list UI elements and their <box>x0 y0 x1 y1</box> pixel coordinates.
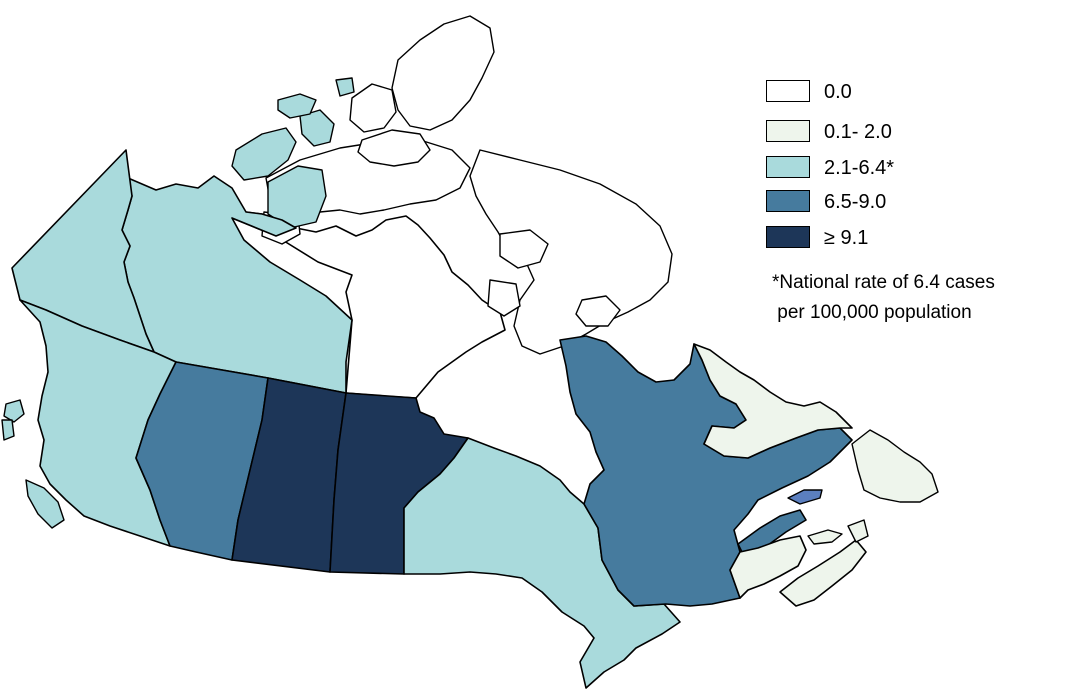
legend-label: 0.0 <box>824 81 852 103</box>
note-line-1: *National rate of 6.4 cases <box>772 272 995 293</box>
region-nunavut-island[interactable] <box>487 279 521 317</box>
region-nunavut-island[interactable] <box>575 295 621 327</box>
region-northwest-territories-island[interactable] <box>335 77 355 97</box>
region-prince-edward-island[interactable] <box>807 529 843 545</box>
region-nunavut-island[interactable] <box>357 129 431 167</box>
legend-item: 2.1-6.4* <box>766 156 1026 182</box>
region-northwest-territories-island[interactable] <box>277 93 317 119</box>
region-british-columbia-island[interactable] <box>3 399 25 423</box>
region-newfoundland-island[interactable] <box>851 429 939 503</box>
legend-label: 2.1-6.4* <box>824 157 895 179</box>
region-newfoundland-and-labrador[interactable] <box>693 343 853 459</box>
legend-swatch <box>766 80 810 102</box>
region-british-columbia[interactable] <box>19 299 177 547</box>
region-nunavut-island[interactable] <box>499 229 549 269</box>
region-ontario[interactable] <box>403 437 681 689</box>
legend-label: 0.1- 2.0 <box>824 121 892 143</box>
legend-swatch <box>766 190 810 212</box>
region-nunavut-island[interactable] <box>349 83 397 133</box>
legend-label: 6.5-9.0 <box>824 191 887 213</box>
legend-item: ≥ 9.1 <box>766 226 1026 252</box>
legend-swatch <box>766 156 810 178</box>
legend-swatch <box>766 120 810 142</box>
region-british-columbia-island[interactable] <box>25 479 65 529</box>
region-british-columbia-island[interactable] <box>1 419 15 441</box>
legend-item: 0.1- 2.0 <box>766 120 1026 146</box>
legend-swatch <box>766 226 810 248</box>
region-northwest-territories-island[interactable] <box>231 127 297 181</box>
region-northwest-territories-island[interactable] <box>299 109 335 147</box>
legend-item: 6.5-9.0 <box>766 190 1026 216</box>
region-nunavut-island[interactable] <box>391 15 495 131</box>
note-line-2: per 100,000 population <box>772 302 972 323</box>
region-nova-scotia[interactable] <box>779 539 867 607</box>
region-cape-breton-island[interactable] <box>847 519 869 543</box>
legend-label: ≥ 9.1 <box>824 227 869 249</box>
region-anticosti-island[interactable] <box>787 489 823 505</box>
legend-item: 0.0 <box>766 80 1026 106</box>
national-rate-note: *National rate of 6.4 cases per 100,000 … <box>772 268 995 328</box>
region-new-brunswick[interactable] <box>729 535 807 599</box>
